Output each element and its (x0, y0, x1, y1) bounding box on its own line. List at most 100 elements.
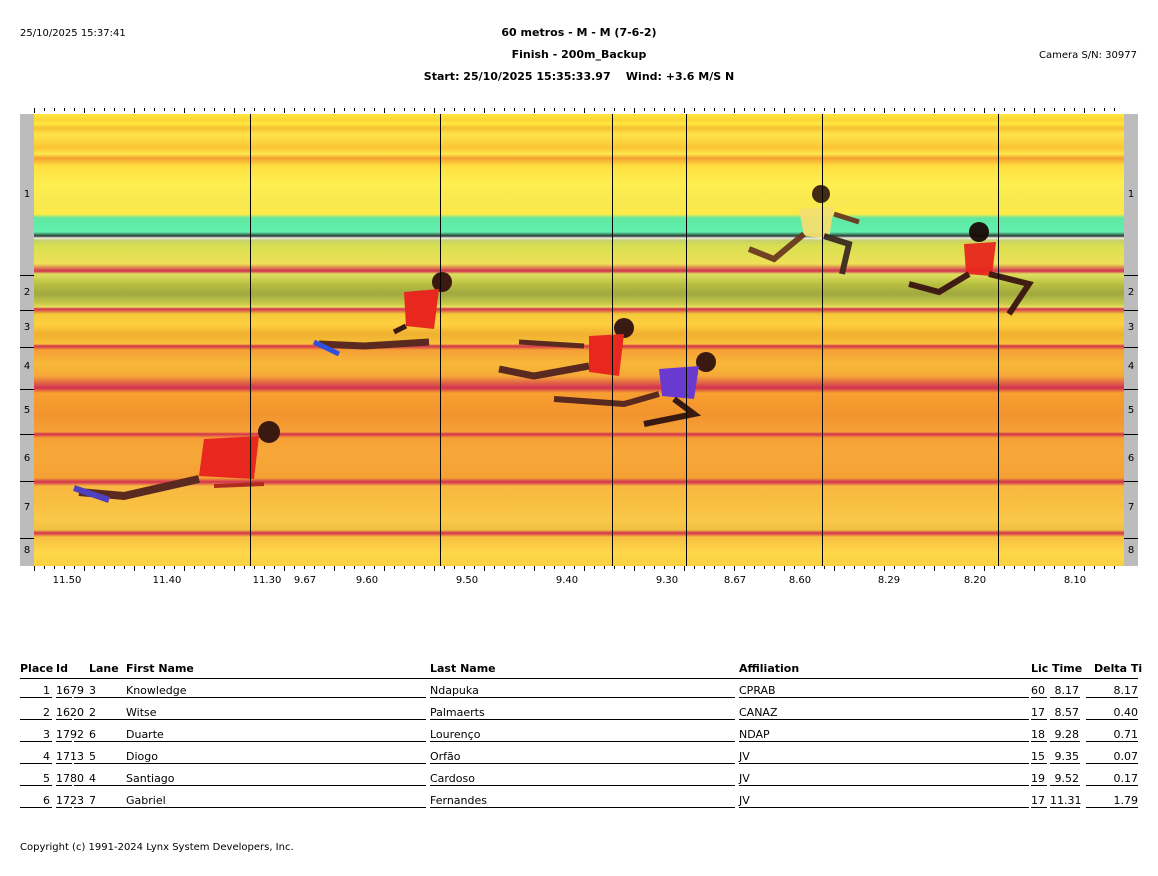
cell-time: 8.57 (1054, 706, 1080, 719)
lane-label: 2 (1127, 287, 1135, 298)
copyright-footer: Copyright (c) 1991-2024 Lynx System Deve… (20, 842, 294, 853)
photo-finish-image[interactable]: 1 2 3 4 5 6 7 8 1 2 3 4 5 6 7 8 (20, 114, 1138, 566)
lane-label: 1 (1127, 189, 1135, 200)
cell-place: 4 (43, 750, 50, 763)
cell-first-name: Duarte (126, 728, 164, 741)
cell-place: 6 (43, 794, 50, 807)
cell-affiliation: JV (739, 794, 750, 807)
col-header-place[interactable]: Place (20, 662, 54, 675)
lane-label: 8 (23, 545, 31, 556)
lane-label: 4 (23, 361, 31, 372)
cell-last-name: Cardoso (430, 772, 475, 785)
time-marker-line (686, 114, 687, 566)
runners-graphic (73, 185, 1034, 503)
cell-place: 3 (43, 728, 50, 741)
cell-lic: 18 (1031, 728, 1045, 741)
col-header-lane[interactable]: Lane (89, 662, 119, 675)
lane-label: 8 (1127, 545, 1135, 556)
cell-lic: 17 (1031, 706, 1045, 719)
runner-red-lane2 (312, 272, 452, 357)
event-title: 60 metros - M - M (7-6-2) (501, 26, 657, 39)
lane-scale-left (20, 114, 34, 566)
lane-label: 1 (23, 189, 31, 200)
lane-label: 2 (23, 287, 31, 298)
cell-id: 1780 (56, 772, 84, 785)
time-tick-label: 8.60 (788, 575, 812, 586)
cell-id: 1723 (56, 794, 84, 807)
lane-label: 7 (23, 502, 31, 513)
table-row[interactable]: 2 1620 2 Witse Palmaerts CANAZ 17 8.57 0.40 (20, 702, 1138, 724)
cell-last-name: Fernandes (430, 794, 487, 807)
time-tick-label: 11.40 (152, 575, 182, 586)
table-row[interactable]: 6 1723 7 Gabriel Fernandes JV 17 11.31 1.79 (20, 790, 1138, 812)
time-tick-label: 9.40 (555, 575, 579, 586)
table-row[interactable]: 3 1792 6 Duarte Lourenço NDAP 18 9.28 0.71 (20, 724, 1138, 746)
cell-lane: 2 (89, 706, 96, 719)
lane-label: 7 (1127, 502, 1135, 513)
cell-delta: 0.40 (1113, 706, 1139, 719)
lane-label: 3 (23, 322, 31, 333)
cell-lane: 5 (89, 750, 96, 763)
cell-delta: 8.17 (1113, 684, 1139, 697)
time-tick-label: 8.29 (877, 575, 901, 586)
cell-time: 9.28 (1054, 728, 1080, 741)
runner-yellow (747, 185, 860, 275)
cell-delta: 1.79 (1113, 794, 1139, 807)
runner-red-lane1 (908, 222, 1034, 316)
lane-label: 6 (1127, 453, 1135, 464)
cell-first-name: Santiago (126, 772, 175, 785)
cell-last-name: Orfão (430, 750, 461, 763)
cell-affiliation: CANAZ (739, 706, 778, 719)
col-header-time[interactable]: Time (1052, 662, 1083, 675)
lane-label: 5 (1127, 405, 1135, 416)
lane-label: 6 (23, 453, 31, 464)
cell-place: 5 (43, 772, 50, 785)
time-axis: 11.50 11.40 11.30 9.67 9.60 9.50 9.40 9.… (20, 108, 1138, 596)
cell-place: 2 (43, 706, 50, 719)
finish-scan-band (34, 114, 1124, 566)
cell-time: 11.31 (1050, 794, 1082, 807)
cell-lane: 6 (89, 728, 96, 741)
col-header-lic[interactable]: Lic (1031, 662, 1049, 675)
cell-lic: 60 (1031, 684, 1045, 697)
timestamp: 25/10/2025 15:37:41 (20, 28, 126, 39)
cell-first-name: Witse (126, 706, 157, 719)
runner-red-lane6 (73, 421, 280, 503)
col-header-affiliation[interactable]: Affiliation (739, 662, 800, 675)
cell-delta: 0.71 (1113, 728, 1139, 741)
time-tick-label: 9.60 (355, 575, 379, 586)
time-tick-label: 8.10 (1063, 575, 1087, 586)
finish-line-label: Finish - 200m_Backup (511, 48, 647, 61)
cell-delta: 0.17 (1113, 772, 1139, 785)
camera-serial: Camera S/N: 30977 (1039, 50, 1137, 61)
col-header-id[interactable]: Id (56, 662, 68, 675)
cell-first-name: Knowledge (126, 684, 187, 697)
cell-delta: 0.07 (1113, 750, 1139, 763)
time-marker-line (250, 114, 251, 566)
table-row[interactable]: 4 1713 5 Diogo Orfão JV 15 9.35 0.07 (20, 746, 1138, 768)
time-marker-line (440, 114, 441, 566)
cell-affiliation: JV (739, 750, 750, 763)
cell-affiliation: CPRAB (739, 684, 776, 697)
col-header-last-name[interactable]: Last Name (430, 662, 496, 675)
col-header-first-name[interactable]: First Name (126, 662, 194, 675)
lane-scale-right (1124, 114, 1138, 566)
cell-first-name: Diogo (126, 750, 158, 763)
runner-red-lane3 (498, 318, 634, 380)
table-row[interactable]: 5 1780 4 Santiago Cardoso JV 19 9.52 0.17 (20, 768, 1138, 790)
cell-lane: 4 (89, 772, 96, 785)
cell-place: 1 (43, 684, 50, 697)
time-tick-label: 11.50 (52, 575, 82, 586)
cell-lane: 7 (89, 794, 96, 807)
time-tick-label: 11.30 (252, 575, 282, 586)
cell-last-name: Ndapuka (430, 684, 479, 697)
time-tick-label: 9.67 (293, 575, 317, 586)
cell-id: 1713 (56, 750, 84, 763)
cell-time: 9.35 (1054, 750, 1080, 763)
cell-time: 9.52 (1054, 772, 1080, 785)
table-row[interactable]: 1 1679 3 Knowledge Ndapuka CPRAB 60 8.17 8.17 (20, 680, 1138, 702)
col-header-delta[interactable]: Delta Ti (1094, 662, 1143, 675)
cell-last-name: Palmaerts (430, 706, 485, 719)
lane-label: 3 (1127, 322, 1135, 333)
cell-affiliation: NDAP (739, 728, 770, 741)
